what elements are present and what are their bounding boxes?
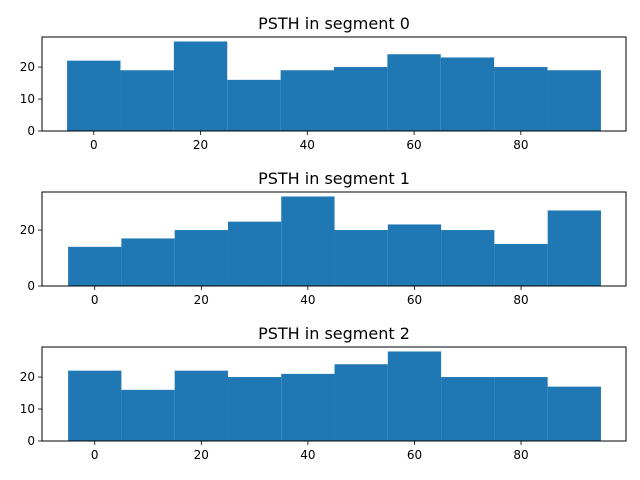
y-tick-label: 20 (20, 60, 35, 74)
histogram-bar (547, 210, 601, 286)
chart-panel-0: PSTH in segment 0 0 20 40 60 80 0 10 20 (20, 14, 627, 152)
histogram-bar (121, 238, 175, 286)
histogram-bar (494, 244, 548, 286)
axes-frame (41, 191, 627, 287)
histogram-bar (387, 351, 442, 441)
histogram-bar (334, 364, 388, 441)
x-tick-label: 60 (406, 138, 421, 152)
histogram-bar (494, 377, 548, 441)
histogram-bar (334, 67, 388, 131)
x-tick-label: 80 (513, 293, 528, 307)
histogram-bar (547, 70, 601, 131)
y-tick-label: 0 (27, 279, 35, 293)
y-tick-label: 0 (27, 434, 35, 448)
y-tick-label: 10 (20, 92, 35, 106)
x-tick-label: 0 (90, 138, 98, 152)
chart-panel-2: PSTH in segment 2 0 20 40 60 80 0 10 20 (20, 324, 627, 462)
histogram-bar (68, 246, 122, 286)
histogram-bar (281, 196, 335, 286)
histogram-bar (441, 230, 495, 286)
x-tick-label: 80 (513, 138, 528, 152)
y-tick-label: 0 (27, 124, 35, 138)
axes-frame (41, 346, 627, 442)
x-tick-label: 40 (300, 448, 315, 462)
x-tick-label: 20 (193, 138, 208, 152)
x-tick-label: 40 (300, 138, 315, 152)
x-tick-label: 0 (91, 448, 99, 462)
x-tick-label: 20 (194, 293, 209, 307)
histogram-bar (281, 373, 335, 441)
x-tick-label: 60 (407, 293, 422, 307)
histogram-bar (494, 67, 548, 131)
x-tick-label: 60 (407, 448, 422, 462)
histogram-bar (120, 70, 174, 131)
histogram-bar (387, 224, 442, 286)
histogram-bar (227, 79, 281, 131)
y-tick-label: 20 (20, 370, 35, 384)
histogram-bar (174, 370, 228, 441)
x-tick-label: 0 (91, 293, 99, 307)
x-tick-label: 20 (194, 448, 209, 462)
axes-frame (41, 36, 627, 132)
histogram-bar (121, 389, 175, 441)
x-tick-label: 40 (300, 293, 315, 307)
histogram-bar (227, 377, 282, 441)
chart-title: PSTH in segment 0 (258, 14, 410, 33)
histogram-bar (334, 230, 388, 286)
chart-title: PSTH in segment 1 (258, 169, 410, 188)
histogram-bar (67, 60, 121, 131)
x-tick-label: 80 (513, 448, 528, 462)
histogram-bar (174, 230, 228, 286)
histogram-bar (387, 54, 441, 131)
histogram-bar (441, 377, 495, 441)
y-tick-label: 10 (20, 402, 35, 416)
histogram-bar (440, 57, 495, 131)
histogram-bar (173, 41, 228, 131)
histogram-bar (68, 370, 122, 441)
y-tick-label: 20 (20, 223, 35, 237)
histogram-bar (227, 221, 282, 286)
histogram-bar (280, 70, 334, 131)
chart-title: PSTH in segment 2 (258, 324, 410, 343)
histogram-bar (547, 386, 601, 441)
chart-panel-1: PSTH in segment 1 0 20 40 60 80 0 20 (20, 169, 627, 307)
